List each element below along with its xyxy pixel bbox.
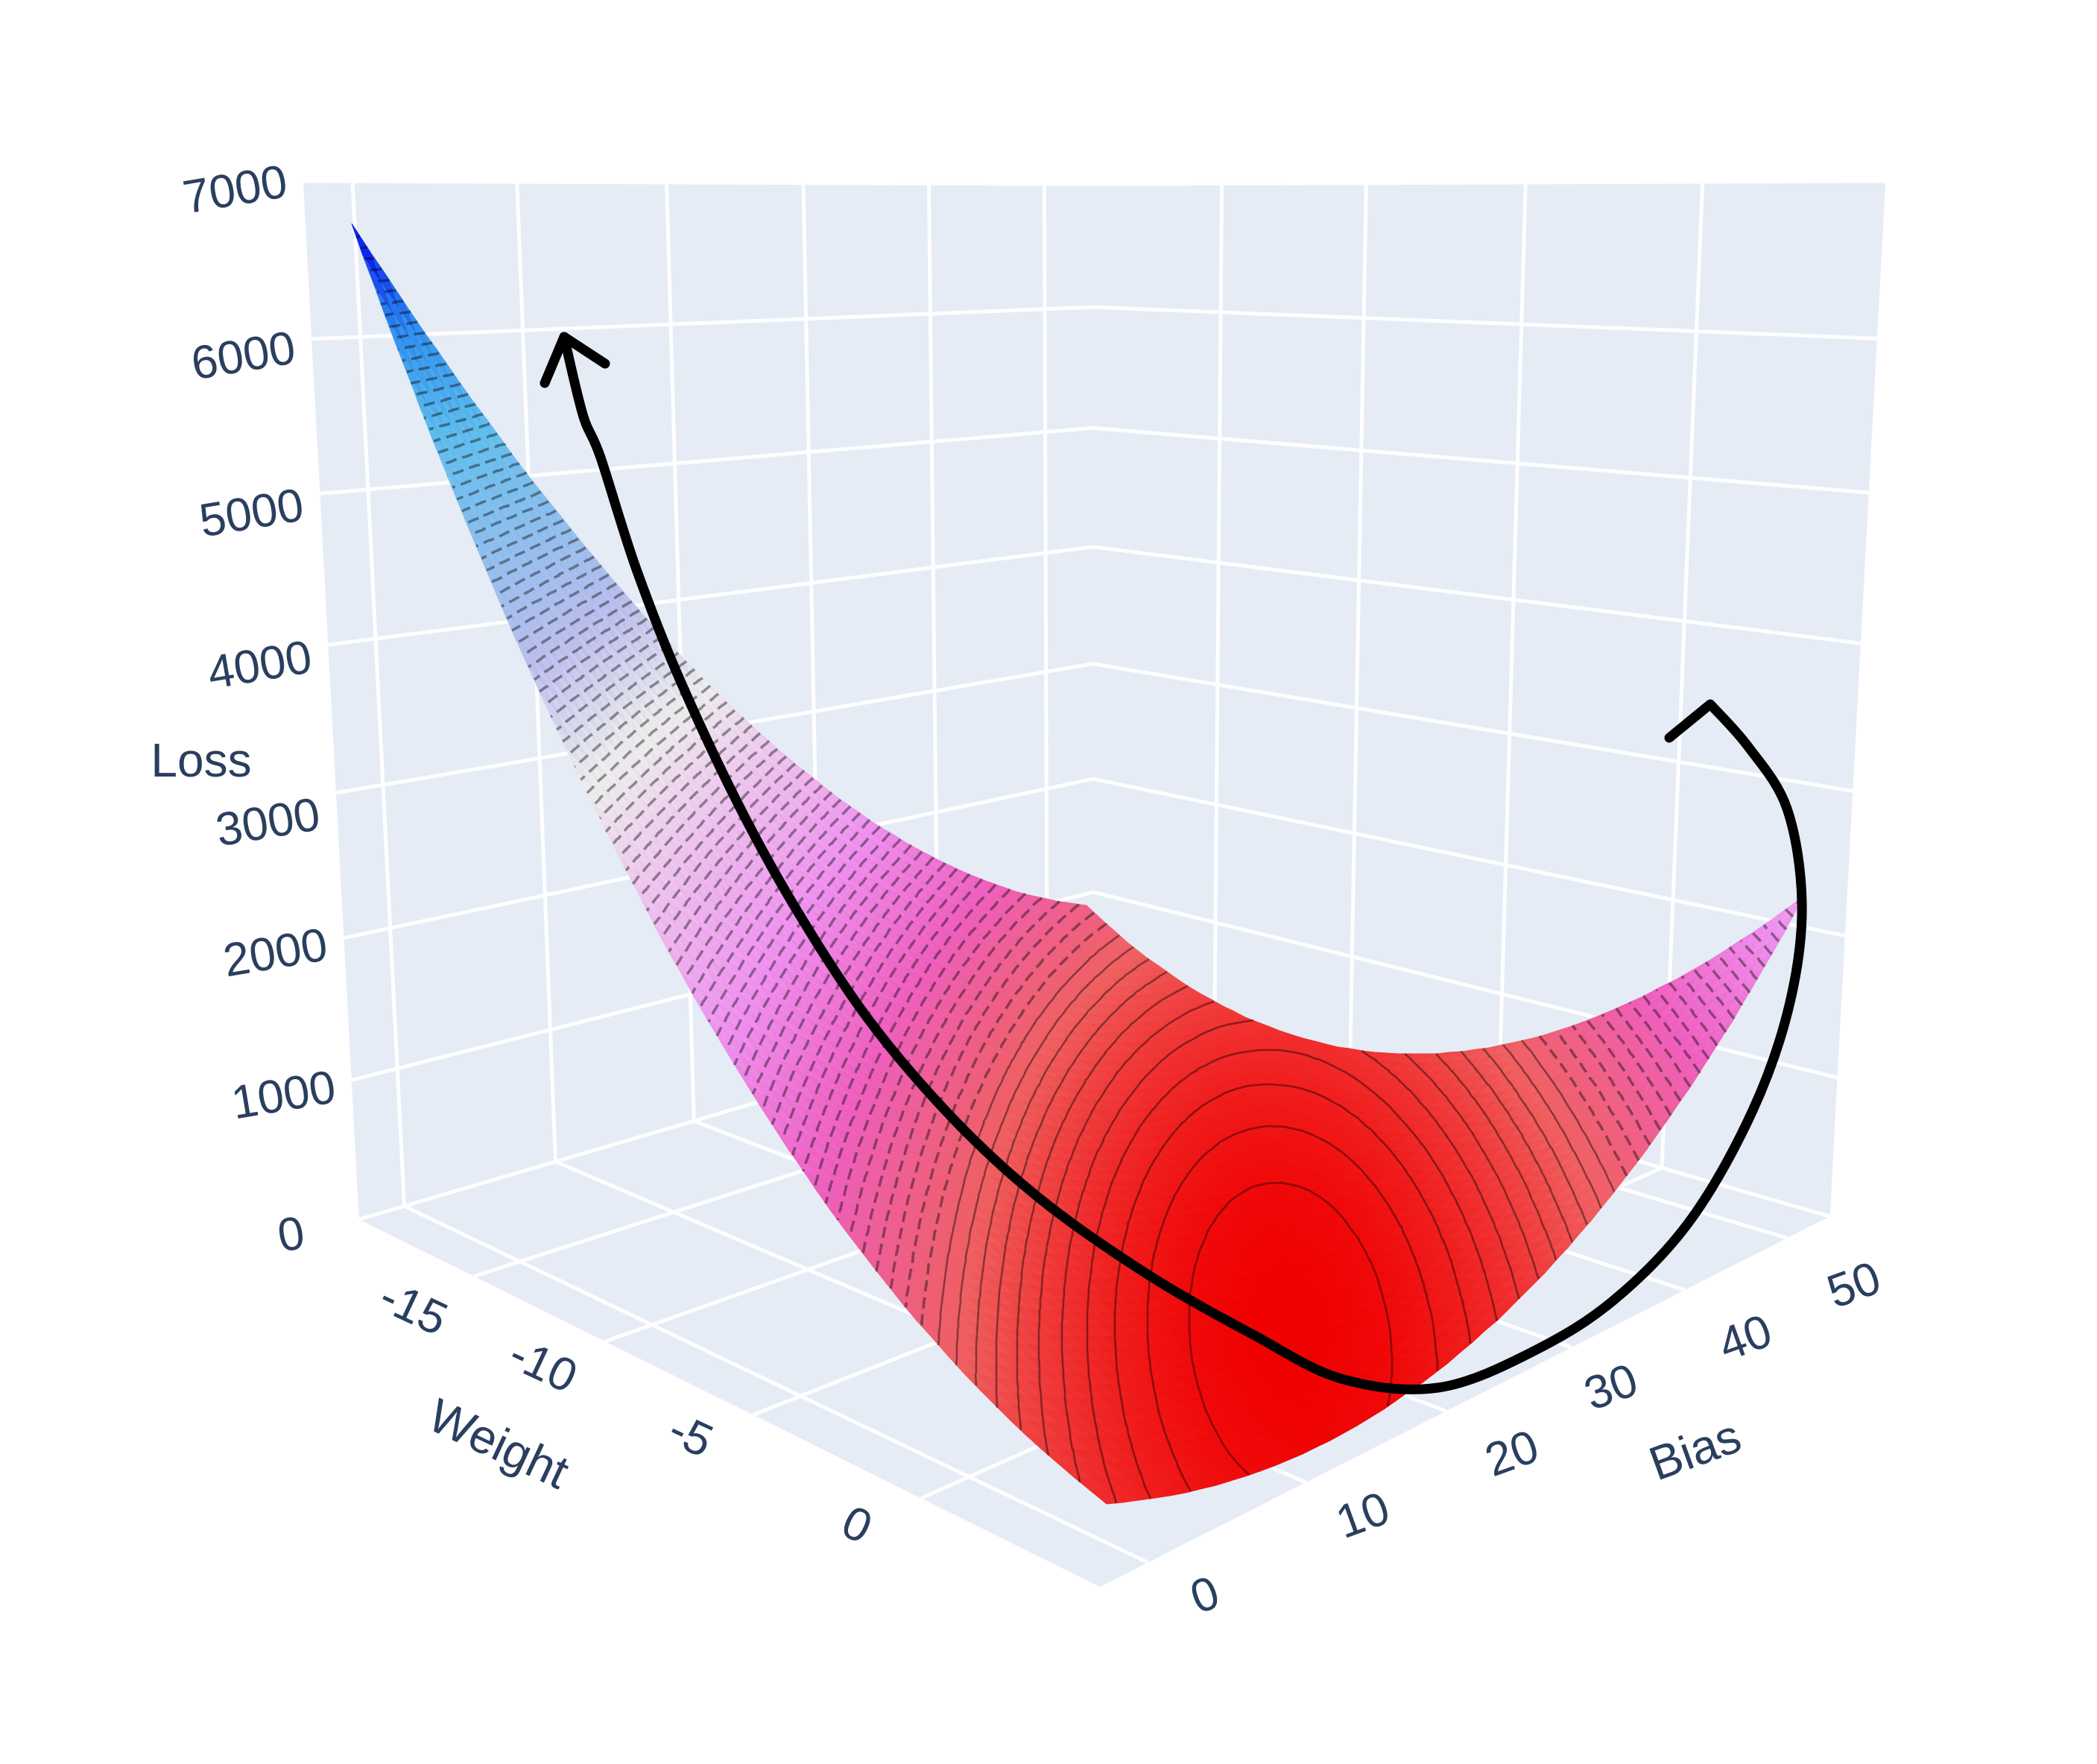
svg-text:Loss: Loss	[151, 733, 251, 787]
